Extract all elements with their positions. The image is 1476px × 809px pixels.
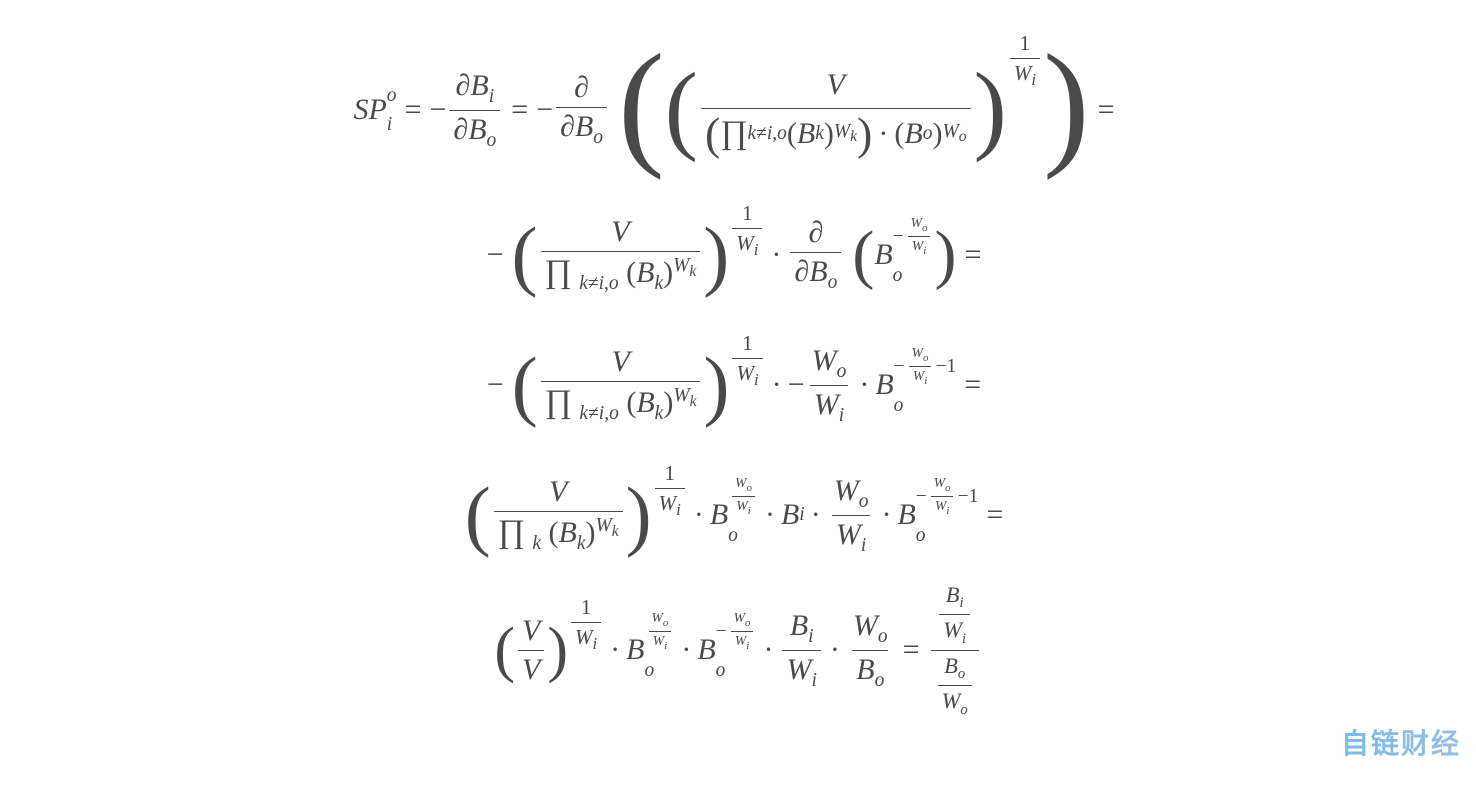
frac-V-prod: V ( ∏ k≠i,o (Bk)Wk ) · (Bo)Wo [701,68,971,152]
Bo-exp-neg-m1: −WoWi−1 o [894,346,957,416]
eq-sign: = [405,93,422,127]
frac-Wo-Wi: Wo Wi [808,344,851,427]
eq-line-3: − ( V ∏ k≠i,o (Bk)Wk ) 1 Wi · − Wo Wi · … [487,325,989,445]
frac-d-dBo-2: ∂ ∂Bo [790,216,841,294]
SP-indices: o i [387,86,397,135]
eq-line-2: − ( V ∏ k≠i,o (Bk)Wk ) 1 Wi · ∂ ∂Bo ( B … [487,195,990,315]
eq-line-4: ( V ∏ k (Bk)Wk ) 1 Wi · B WoWi o · Bi · … [465,455,1012,575]
exp-1-Wi: 1 Wi [1007,31,1043,90]
exp-1-Wi-2: 1 Wi [729,201,765,260]
frac-V-V: V V [518,614,544,687]
frac-Wo-Bo: Wo Bo [849,609,892,692]
Bo-exp-pos: WoWi o [728,476,759,546]
sym-SP: SP [353,93,386,127]
frac-V-prodk: V ∏ k (Bk)Wk [494,475,623,555]
frac-Bi-Wi: Bi Wi [782,609,820,692]
watermark: 自链财经 [1341,722,1461,762]
Bo-exp-neg: −WoWi o [893,216,935,286]
frac-V-prod2: V ∏ k≠i,o (Bk)Wk [541,215,701,295]
equation-block: SP o i = − ∂Bi ∂Bo = − ∂ ∂Bo ( ( V ( ∏ k… [0,0,1476,809]
frac-d-dBo: ∂ ∂Bo [556,71,607,149]
eq-line-5: ( V V ) 1 Wi · B WoWi o · B −WoWi o · Bi… [494,585,981,715]
frac-V-prod3: V ∏ k≠i,o (Bk)Wk [541,345,701,425]
frac-dBi-dBo: ∂Bi ∂Bo [449,69,500,152]
eq-line-1: SP o i = − ∂Bi ∂Bo = − ∂ ∂Bo ( ( V ( ∏ k… [353,35,1122,185]
minus: − [429,93,446,127]
final-compound-frac: Bi Wi Bo Wo [931,582,979,719]
